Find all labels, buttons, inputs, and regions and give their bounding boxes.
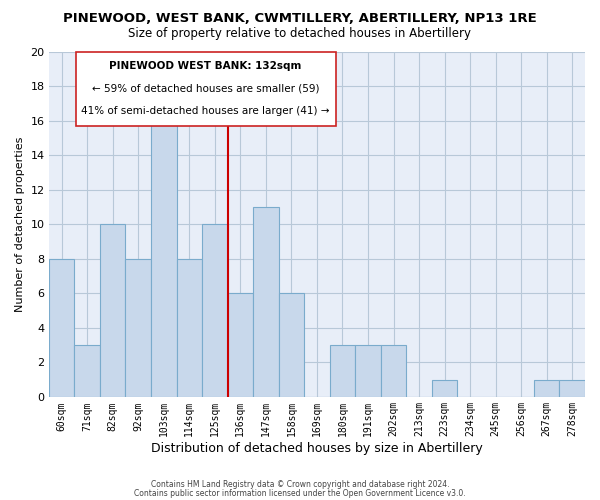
Bar (202, 224, 227, 397)
Text: Size of property relative to detached houses in Abertillery: Size of property relative to detached ho… (128, 28, 472, 40)
Bar (559, 380, 585, 397)
Bar (74, 345, 100, 397)
Bar (329, 345, 355, 397)
Text: Contains HM Land Registry data © Crown copyright and database right 2024.: Contains HM Land Registry data © Crown c… (151, 480, 449, 489)
Bar (151, 120, 176, 397)
FancyBboxPatch shape (76, 52, 335, 126)
Bar (100, 224, 125, 397)
Bar (253, 207, 278, 397)
Bar (278, 294, 304, 397)
Bar (432, 380, 457, 397)
Y-axis label: Number of detached properties: Number of detached properties (15, 136, 25, 312)
Text: ← 59% of detached houses are smaller (59): ← 59% of detached houses are smaller (59… (92, 84, 319, 94)
Bar (227, 294, 253, 397)
Bar (49, 259, 74, 397)
Bar (381, 345, 406, 397)
Bar (355, 345, 381, 397)
Text: PINEWOOD WEST BANK: 132sqm: PINEWOOD WEST BANK: 132sqm (109, 61, 302, 71)
Text: Contains public sector information licensed under the Open Government Licence v3: Contains public sector information licen… (134, 488, 466, 498)
X-axis label: Distribution of detached houses by size in Abertillery: Distribution of detached houses by size … (151, 442, 483, 455)
Bar (534, 380, 559, 397)
Text: 41% of semi-detached houses are larger (41) →: 41% of semi-detached houses are larger (… (82, 106, 330, 117)
Bar (125, 259, 151, 397)
Bar (176, 259, 202, 397)
Text: PINEWOOD, WEST BANK, CWMTILLERY, ABERTILLERY, NP13 1RE: PINEWOOD, WEST BANK, CWMTILLERY, ABERTIL… (63, 12, 537, 26)
